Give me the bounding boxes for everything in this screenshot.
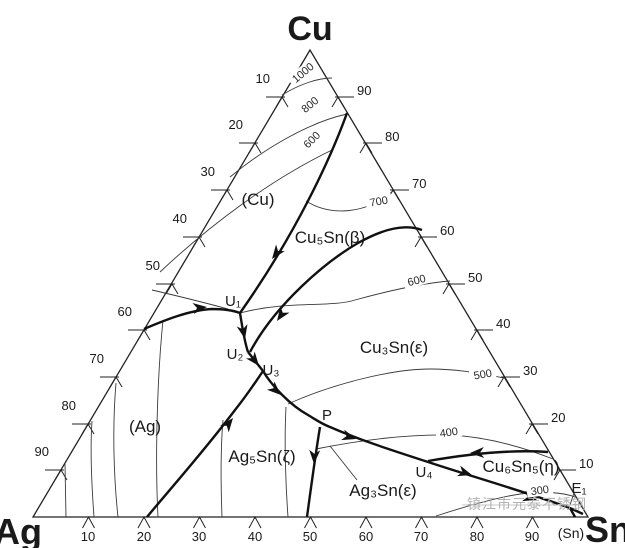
left-tick-label: 60 xyxy=(118,304,132,319)
zeta-field-line-2 xyxy=(284,406,289,518)
left-tick-label: 80 xyxy=(62,398,76,413)
ag-field-line-3 xyxy=(113,382,119,518)
ag-field-line-2 xyxy=(90,420,95,518)
isotherm-label-700: 700 xyxy=(364,192,393,210)
zeta-boundary-rising-line xyxy=(146,370,264,518)
right-tick-label: 80 xyxy=(385,129,399,144)
isotherm-600-lower-curve xyxy=(239,280,451,314)
svg-text:700: 700 xyxy=(369,195,389,210)
bottom-tick-label: 10 xyxy=(81,529,95,544)
corner-label-sn: Sn xyxy=(585,509,625,548)
left-tick-label: 10 xyxy=(256,71,270,86)
right-tick-label: 60 xyxy=(440,223,454,238)
zeta-field-line-1 xyxy=(220,419,224,518)
isotherm-label-400: 400 xyxy=(435,424,463,440)
right-tick-label: 40 xyxy=(496,316,510,331)
isotherm-label-300: 300 xyxy=(526,482,554,498)
point-label-u3: U₃ xyxy=(263,362,280,379)
isotherm-1000-curve xyxy=(281,77,333,96)
isotherm-600-upper-curve xyxy=(159,149,333,273)
ag-field-line-1 xyxy=(64,463,67,518)
right-tick-label: 10 xyxy=(579,456,593,471)
left-tick-label: 50 xyxy=(146,258,160,273)
isotherm-label-600-lower: 600 xyxy=(402,270,431,290)
left-tick-label: 70 xyxy=(90,351,104,366)
bottom-tick-label: 80 xyxy=(470,529,484,544)
isotherm-300-curve xyxy=(435,491,576,517)
agcu-eutectic-valley xyxy=(143,307,241,331)
region-label-sn: (Sn) xyxy=(558,525,584,541)
region-label-ag5sn: Ag₅Sn(ζ) xyxy=(228,447,295,466)
region-label-cu3sn: Cu₃Sn(ε) xyxy=(360,338,428,357)
ag-field-line-4 xyxy=(156,319,164,518)
svg-text:600: 600 xyxy=(406,273,427,289)
left-tick-label: 20 xyxy=(229,117,243,132)
p-descending-line xyxy=(305,426,322,518)
bottom-axis-tick-labels: 10 20 30 40 50 60 70 80 90 xyxy=(81,529,539,544)
right-tick-label: 90 xyxy=(357,83,371,98)
left-axis-tick-labels: 10 20 30 40 50 60 70 80 90 xyxy=(35,71,270,459)
region-label-cu: (Cu) xyxy=(241,190,274,209)
isotherm-800-curve xyxy=(229,113,348,178)
e1-sn-corner-line-1 xyxy=(569,506,584,516)
right-tick-label: 30 xyxy=(523,363,537,378)
right-axis-tick-marks xyxy=(331,96,576,481)
left-tick-label: 40 xyxy=(173,211,187,226)
eta-line-from-edge xyxy=(427,450,549,463)
cu-beta-valley xyxy=(239,112,349,314)
left-axis-tick-marks xyxy=(45,96,289,481)
point-label-u1: U₁ xyxy=(225,293,241,310)
region-label-cu6sn5: Cu₆Sn₅(η) xyxy=(482,457,559,476)
bottom-tick-label: 50 xyxy=(303,529,317,544)
bottom-tick-label: 60 xyxy=(359,529,373,544)
bottom-axis-tick-marks xyxy=(82,515,539,529)
isotherm-curves xyxy=(64,77,576,518)
e1-leader-line xyxy=(569,492,575,506)
region-label-ag3sn: Ag₃Sn(ε) xyxy=(349,481,416,500)
right-tick-label: 20 xyxy=(551,410,565,425)
bottom-tick-label: 40 xyxy=(248,529,262,544)
region-label-cu5sn: Cu₅Sn(β) xyxy=(295,228,365,247)
svg-text:500: 500 xyxy=(473,368,493,383)
beta-valley-from-edge xyxy=(248,226,423,353)
bottom-tick-label: 70 xyxy=(414,529,428,544)
watermark: 镇江市元泰不锈钢 xyxy=(467,496,587,512)
region-label-ag: (Ag) xyxy=(129,417,161,436)
bottom-tick-label: 90 xyxy=(525,529,539,544)
right-tick-label: 50 xyxy=(468,270,482,285)
left-tick-label: 90 xyxy=(35,444,49,459)
right-tick-label: 70 xyxy=(412,176,426,191)
cu-field-lower-line xyxy=(151,289,229,310)
isotherm-label-500: 500 xyxy=(468,365,497,383)
point-label-u4: U₄ xyxy=(416,464,433,481)
direction-arrows xyxy=(192,244,537,502)
bottom-tick-label: 20 xyxy=(137,529,151,544)
svg-text:400: 400 xyxy=(439,426,459,440)
corner-label-ag: Ag xyxy=(0,511,42,548)
univariant-curves xyxy=(143,112,584,518)
point-label-e1: E₁ xyxy=(571,480,586,497)
ag3sn-leader-line xyxy=(329,445,358,481)
isotherm-label-800: 800 xyxy=(295,91,324,118)
corner-label-cu: Cu xyxy=(287,10,332,48)
svg-text:300: 300 xyxy=(530,484,550,498)
bottom-tick-label: 30 xyxy=(192,529,206,544)
e1-sn-corner-line-2 xyxy=(568,507,577,518)
left-tick-label: 30 xyxy=(201,164,215,179)
right-axis-tick-labels: 90 80 70 60 50 40 30 20 10 xyxy=(357,83,593,471)
point-label-p: P xyxy=(322,407,332,424)
point-label-u2: U₂ xyxy=(227,346,244,363)
triangle-border xyxy=(31,48,590,518)
